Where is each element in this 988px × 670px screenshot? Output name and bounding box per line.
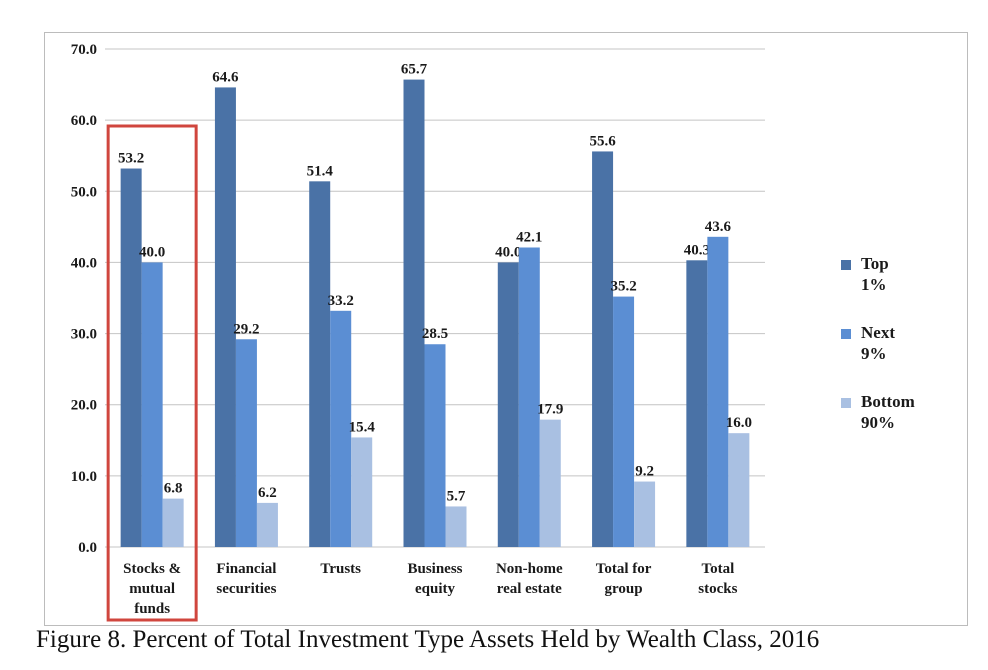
- data-label: 51.4: [307, 163, 334, 179]
- x-tick-label: real estate: [497, 581, 562, 597]
- y-tick-label: 70.0: [71, 42, 97, 58]
- x-tick-label: Financial: [216, 561, 276, 577]
- x-tick-label: stocks: [698, 581, 737, 597]
- legend-label: 9%: [861, 344, 887, 363]
- bar: [256, 502, 278, 547]
- bar: [351, 437, 373, 547]
- bar: [120, 168, 142, 547]
- legend-swatch: [841, 398, 851, 408]
- bar: [592, 151, 614, 547]
- legend-label: Next: [861, 323, 895, 342]
- data-label: 53.2: [118, 151, 144, 167]
- data-label: 15.4: [349, 419, 376, 435]
- bar: [686, 260, 708, 547]
- y-tick-label: 30.0: [71, 327, 97, 343]
- data-label: 9.2: [635, 464, 654, 480]
- bar: [309, 181, 331, 547]
- y-tick-label: 60.0: [71, 113, 97, 129]
- y-tick-label: 10.0: [71, 469, 97, 485]
- x-tick-label: Non-home: [496, 561, 563, 577]
- x-tick-label: Total for: [596, 561, 652, 577]
- bar-chart: 0.0 10.0 20.0 30.0 40.0 50.0 60.0 70.0 53.2 40.0 6…: [71, 42, 915, 622]
- data-label: 17.9: [537, 402, 563, 418]
- chart-frame: 0.0 10.0 20.0 30.0 40.0 50.0 60.0 70.0 53.2 40.0 6…: [44, 32, 968, 626]
- x-tick-label: Total: [701, 561, 734, 577]
- data-label: 55.6: [589, 133, 616, 149]
- data-label: 6.2: [258, 485, 277, 501]
- legend-swatch: [841, 260, 851, 270]
- bar: [539, 419, 561, 547]
- x-tick-label: mutual: [129, 581, 175, 597]
- data-label: 42.1: [516, 229, 542, 245]
- bar: [424, 344, 446, 547]
- x-tick-label: equity: [415, 581, 456, 597]
- data-label: 35.2: [610, 279, 636, 295]
- bar: [518, 247, 540, 547]
- x-tick-label: securities: [216, 581, 276, 597]
- bar: [214, 87, 236, 547]
- data-label: 33.2: [328, 293, 354, 309]
- bar: [141, 262, 163, 547]
- bar: [728, 433, 750, 547]
- data-label: 29.2: [233, 321, 259, 337]
- bar: [162, 498, 184, 547]
- data-label: 16.0: [726, 415, 752, 431]
- data-label: 40.0: [495, 244, 521, 260]
- y-tick-label: 50.0: [71, 184, 97, 200]
- legend-swatch: [841, 329, 851, 339]
- data-label: 65.7: [401, 62, 428, 78]
- highlight-box: [106, 124, 198, 622]
- y-tick-label: 40.0: [71, 255, 97, 271]
- x-tick-label: Business: [407, 561, 462, 577]
- legend-label: Top: [861, 254, 889, 273]
- figure-caption: Figure 8. Percent of Total Investment Ty…: [36, 626, 820, 653]
- x-tick-label: Trusts: [320, 561, 361, 577]
- bar: [634, 481, 656, 547]
- data-label: 5.7: [447, 488, 466, 504]
- data-label: 40.3: [684, 242, 710, 258]
- bar: [707, 236, 729, 547]
- x-tick-label: Stocks &: [123, 561, 181, 577]
- data-label: 40.0: [139, 244, 165, 260]
- legend-label: 1%: [861, 275, 887, 294]
- bar: [235, 339, 257, 547]
- x-tick-label: group: [605, 581, 643, 597]
- bar: [497, 262, 519, 547]
- data-label: 64.6: [212, 69, 239, 85]
- bar: [613, 296, 635, 547]
- y-tick-label: 20.0: [71, 398, 97, 414]
- x-tick-label: funds: [134, 601, 170, 617]
- legend-label: 90%: [861, 413, 895, 432]
- data-label: 6.8: [164, 481, 183, 497]
- data-label: 28.5: [422, 326, 448, 342]
- y-tick-label: 0.0: [78, 540, 97, 556]
- bar: [330, 310, 352, 547]
- data-label: 43.6: [705, 219, 732, 235]
- legend-label: Bottom: [861, 392, 915, 411]
- bar: [403, 79, 425, 547]
- bar: [445, 506, 467, 547]
